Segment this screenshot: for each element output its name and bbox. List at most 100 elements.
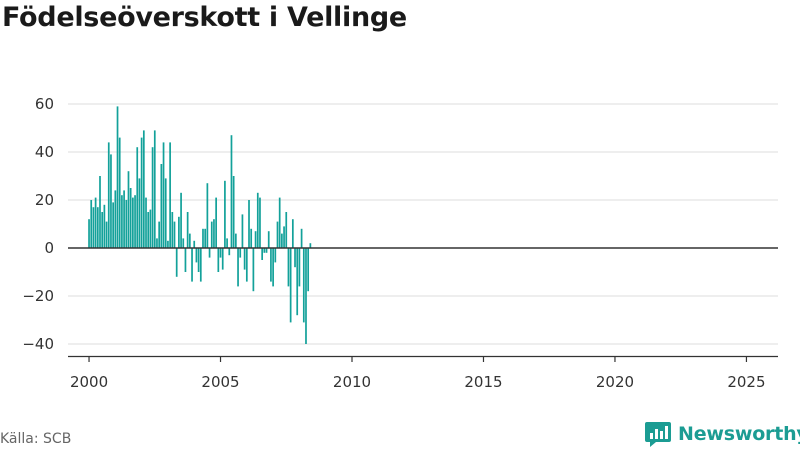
bar — [123, 190, 125, 248]
bar — [92, 207, 95, 248]
chart-title: Födelseöverskott i Vellinge — [2, 2, 407, 33]
bar — [116, 106, 119, 249]
y-tick-labels: −40 −20 0 20 40 60 — [22, 95, 54, 353]
brand-logo[interactable]: Newsworthy — [644, 420, 800, 448]
bar — [235, 233, 237, 248]
bar — [103, 204, 106, 248]
bar — [186, 212, 189, 248]
bar — [145, 197, 147, 248]
bar — [149, 209, 152, 248]
bar — [167, 240, 169, 248]
bar — [302, 248, 305, 323]
bar — [162, 142, 165, 248]
bar — [195, 248, 198, 263]
bar — [221, 248, 224, 270]
x-tick-label: 2020 — [596, 373, 634, 391]
bar — [217, 248, 220, 272]
bar — [125, 200, 128, 248]
bar — [274, 248, 277, 263]
bar — [294, 248, 296, 268]
x-tick-label: 2015 — [464, 373, 502, 391]
bar — [237, 248, 239, 287]
bar — [178, 216, 180, 248]
bar — [276, 221, 279, 248]
bar — [239, 248, 242, 258]
gridlines — [68, 103, 778, 345]
bar — [245, 248, 248, 282]
bar — [204, 228, 207, 248]
y-tick-label: 20 — [35, 191, 54, 209]
bar — [180, 192, 182, 248]
bar — [259, 197, 261, 248]
bar — [263, 248, 266, 253]
y-tick-label: −20 — [22, 287, 54, 305]
bar — [261, 248, 264, 260]
bar — [298, 248, 301, 287]
bar — [309, 243, 312, 248]
x-tick-labels: 2000 2005 2010 2015 2020 2025 — [70, 373, 766, 391]
bar — [283, 226, 285, 248]
bar — [107, 142, 110, 248]
brand-name: Newsworthy — [678, 423, 800, 445]
bar — [296, 248, 299, 316]
bar — [175, 248, 178, 277]
bar — [219, 248, 222, 258]
bar — [158, 221, 161, 248]
bar — [173, 221, 176, 248]
bar — [256, 192, 259, 248]
bar — [171, 212, 174, 248]
bar — [285, 212, 288, 248]
x-tick-label: 2000 — [70, 373, 108, 391]
bar — [114, 190, 117, 248]
bar — [278, 197, 281, 248]
y-tick-label: 40 — [35, 143, 54, 161]
bar — [265, 248, 268, 253]
bar — [228, 248, 231, 256]
bar — [281, 233, 283, 248]
bar — [243, 248, 246, 270]
bars — [88, 106, 312, 344]
bar — [136, 147, 139, 248]
bar — [272, 248, 274, 287]
bar — [300, 228, 303, 248]
y-tick-label: −40 — [22, 335, 54, 353]
bar — [210, 221, 213, 248]
bar — [202, 228, 204, 248]
bar — [110, 154, 112, 248]
bar — [191, 248, 193, 282]
bar — [197, 248, 200, 272]
bar — [254, 231, 257, 248]
bar — [160, 164, 163, 248]
bar — [199, 248, 202, 282]
bar — [206, 183, 209, 248]
bar — [188, 233, 191, 248]
bar — [193, 240, 196, 248]
newsworthy-logo-icon — [645, 422, 671, 447]
bar — [213, 219, 215, 248]
bar — [134, 195, 136, 248]
bar — [105, 221, 108, 248]
bar — [250, 228, 253, 248]
bar — [184, 248, 187, 272]
x-tick-label: 2025 — [727, 373, 765, 391]
bar — [121, 195, 123, 248]
x-tick-label: 2005 — [201, 373, 239, 391]
x-tick-label: 2010 — [333, 373, 371, 391]
bar — [270, 248, 272, 282]
bar — [153, 130, 156, 248]
bar — [94, 197, 97, 248]
bar — [182, 238, 185, 248]
bar — [252, 248, 255, 292]
bar — [142, 130, 145, 248]
bar — [291, 219, 294, 248]
bar — [248, 200, 250, 248]
source-note: Källa: SCB — [0, 431, 72, 447]
bar — [224, 180, 226, 248]
bar — [307, 248, 310, 292]
bar — [88, 219, 90, 248]
bar — [118, 137, 121, 248]
bar — [151, 147, 154, 248]
bar — [305, 248, 307, 344]
bar — [226, 238, 228, 248]
